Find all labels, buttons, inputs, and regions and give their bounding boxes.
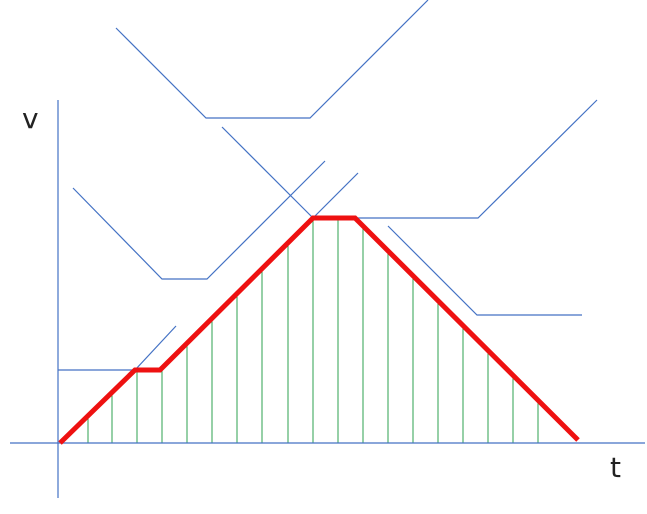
construction-lines [58,0,598,371]
guide-line [58,325,177,371]
guide-line [355,99,598,219]
guide-line [387,225,582,316]
guide-line [115,0,429,119]
guide-line [312,172,359,219]
velocity-profile [58,215,580,445]
area-strips [87,218,539,443]
guide-line [72,160,326,280]
y-axis-label: v [22,102,39,135]
x-axis-label: t [610,451,621,484]
guide-line [221,126,314,219]
